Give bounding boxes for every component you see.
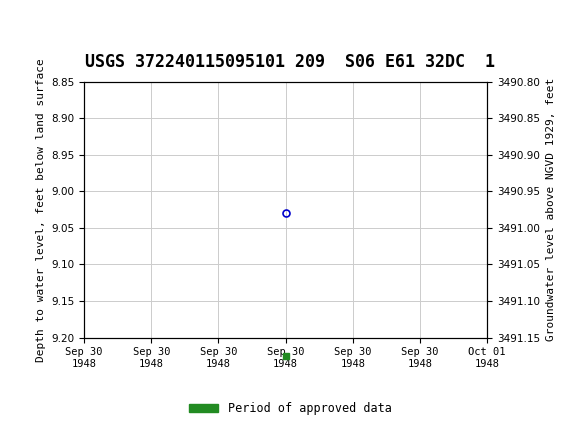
Text: USGS 372240115095101 209  S06 E61 32DC  1: USGS 372240115095101 209 S06 E61 32DC 1 [85, 53, 495, 71]
Y-axis label: Groundwater level above NGVD 1929, feet: Groundwater level above NGVD 1929, feet [546, 78, 556, 341]
Legend: Period of approved data: Period of approved data [184, 397, 396, 420]
Text: ≈USGS: ≈USGS [10, 12, 74, 32]
Y-axis label: Depth to water level, feet below land surface: Depth to water level, feet below land su… [35, 58, 46, 362]
